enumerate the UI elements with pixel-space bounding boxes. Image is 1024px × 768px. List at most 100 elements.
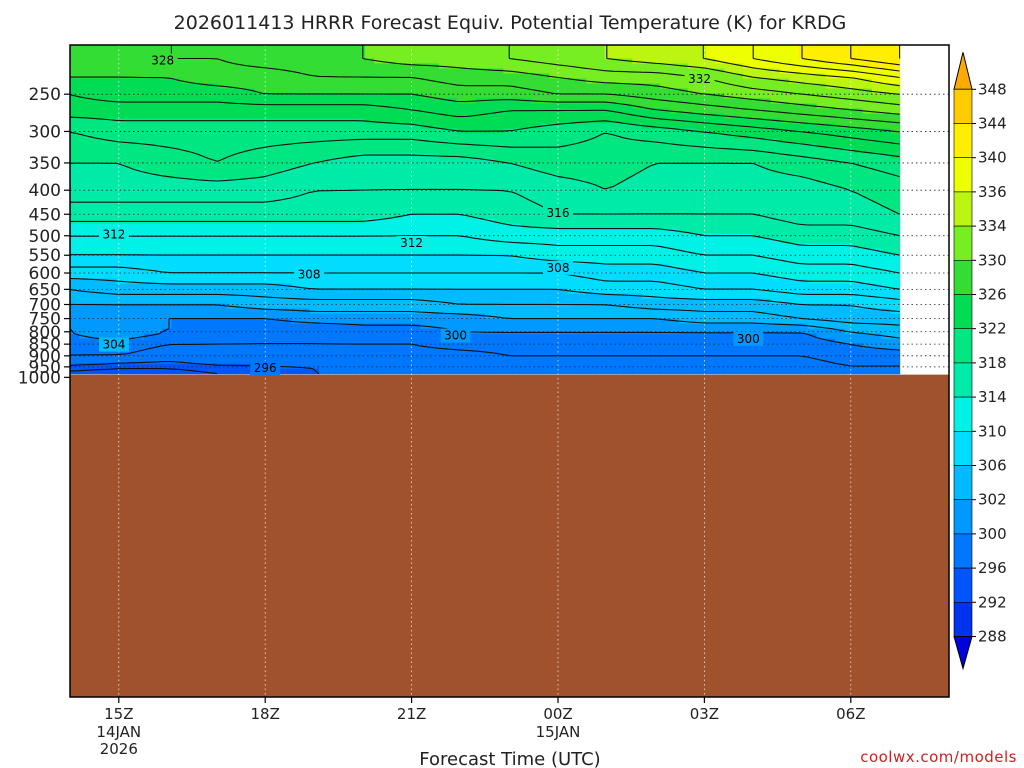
heatmap-cell [761, 198, 772, 205]
heatmap-cell [429, 268, 440, 275]
heatmap-cell [309, 183, 320, 190]
heatmap-cell [650, 48, 661, 55]
heatmap-cell [291, 133, 302, 140]
heatmap-cell [309, 303, 320, 310]
heatmap-cell [282, 123, 292, 130]
heatmap-cell [318, 263, 329, 270]
heatmap-cell [576, 83, 587, 90]
heatmap-cell [549, 73, 560, 80]
heatmap-cell [494, 213, 504, 220]
heatmap-cell [88, 253, 99, 260]
heatmap-cell [475, 318, 486, 325]
heatmap-cell [835, 73, 845, 80]
heatmap-cell [595, 163, 606, 170]
heatmap-cell [595, 78, 606, 85]
heatmap-cell [632, 288, 643, 295]
heatmap-cell [503, 273, 514, 280]
heatmap-cell [383, 143, 394, 150]
heatmap-cell [189, 168, 200, 175]
heatmap-cell [411, 288, 421, 295]
heatmap-cell [733, 198, 744, 205]
heatmap-cell [521, 118, 532, 125]
heatmap-cell [733, 178, 744, 185]
heatmap-cell [162, 163, 172, 170]
heatmap-cell [779, 158, 790, 165]
heatmap-cell [807, 113, 818, 120]
heatmap-cell [604, 93, 615, 100]
heatmap-cell [245, 228, 255, 235]
heatmap-cell [825, 198, 836, 205]
heatmap-cell [752, 103, 762, 110]
heatmap-cell [254, 58, 265, 65]
heatmap-cell [494, 78, 504, 85]
heatmap-cell [567, 238, 578, 245]
heatmap-cell [604, 123, 615, 130]
heatmap-cell [88, 228, 99, 235]
heatmap-cell [641, 148, 652, 155]
heatmap-cell [199, 208, 209, 215]
heatmap-cell [484, 68, 495, 75]
heatmap-cell [595, 168, 606, 175]
heatmap-cell [337, 193, 348, 200]
heatmap-cell [696, 158, 707, 165]
heatmap-cell [724, 208, 735, 215]
heatmap-cell [171, 123, 182, 130]
heatmap-cell [291, 178, 302, 185]
heatmap-cell [540, 113, 550, 120]
heatmap-cell [272, 53, 283, 60]
heatmap-cell [696, 93, 707, 100]
heatmap-cell [659, 45, 670, 50]
heatmap-cell [226, 223, 237, 230]
heatmap-cell [641, 93, 652, 100]
heatmap-cell [475, 268, 486, 275]
heatmap-cell [632, 263, 643, 270]
heatmap-cell [659, 273, 670, 280]
heatmap-cell [788, 108, 799, 115]
heatmap-cell [659, 208, 670, 215]
heatmap-cell [475, 178, 486, 185]
heatmap-cell [346, 93, 357, 100]
heatmap-cell [807, 45, 818, 50]
heatmap-cell [466, 63, 477, 70]
heatmap-cell [862, 218, 873, 225]
heatmap-cell [125, 278, 136, 285]
heatmap-cell [429, 213, 440, 220]
heatmap-cell [521, 183, 532, 190]
heatmap-cell [540, 153, 550, 160]
heatmap-cell [632, 283, 643, 290]
heatmap-cell [217, 198, 228, 205]
heatmap-cell [263, 78, 274, 85]
heatmap-cell [328, 263, 338, 270]
heatmap-cell [696, 118, 707, 125]
heatmap-cell [245, 88, 255, 95]
heatmap-cell [687, 273, 698, 280]
heatmap-cell [254, 288, 265, 295]
heatmap-cell [807, 83, 818, 90]
heatmap-cell [678, 173, 689, 180]
heatmap-cell [503, 158, 514, 165]
heatmap-cell [401, 148, 412, 155]
heatmap-cell [254, 238, 265, 245]
heatmap-cell [576, 133, 587, 140]
heatmap-cell [659, 53, 670, 60]
heatmap-cell [457, 123, 467, 130]
heatmap-cell [484, 83, 495, 90]
heatmap-cell [779, 168, 790, 175]
heatmap-cell [881, 188, 891, 195]
heatmap-cell [364, 283, 375, 290]
heatmap-cell [853, 243, 864, 250]
heatmap-cell [309, 143, 320, 150]
heatmap-cell [650, 153, 661, 160]
heatmap-cell [558, 288, 569, 295]
heatmap-cell [779, 188, 790, 195]
heatmap-cell [364, 138, 375, 145]
heatmap-cell [798, 298, 809, 305]
heatmap-cell [844, 158, 855, 165]
heatmap-cell [706, 133, 716, 140]
heatmap-cell [669, 63, 679, 70]
heatmap-cell [844, 133, 855, 140]
heatmap-cell [152, 163, 163, 170]
heatmap-cell [613, 78, 624, 85]
heatmap-cell [835, 143, 845, 150]
heatmap-cell [706, 253, 716, 260]
